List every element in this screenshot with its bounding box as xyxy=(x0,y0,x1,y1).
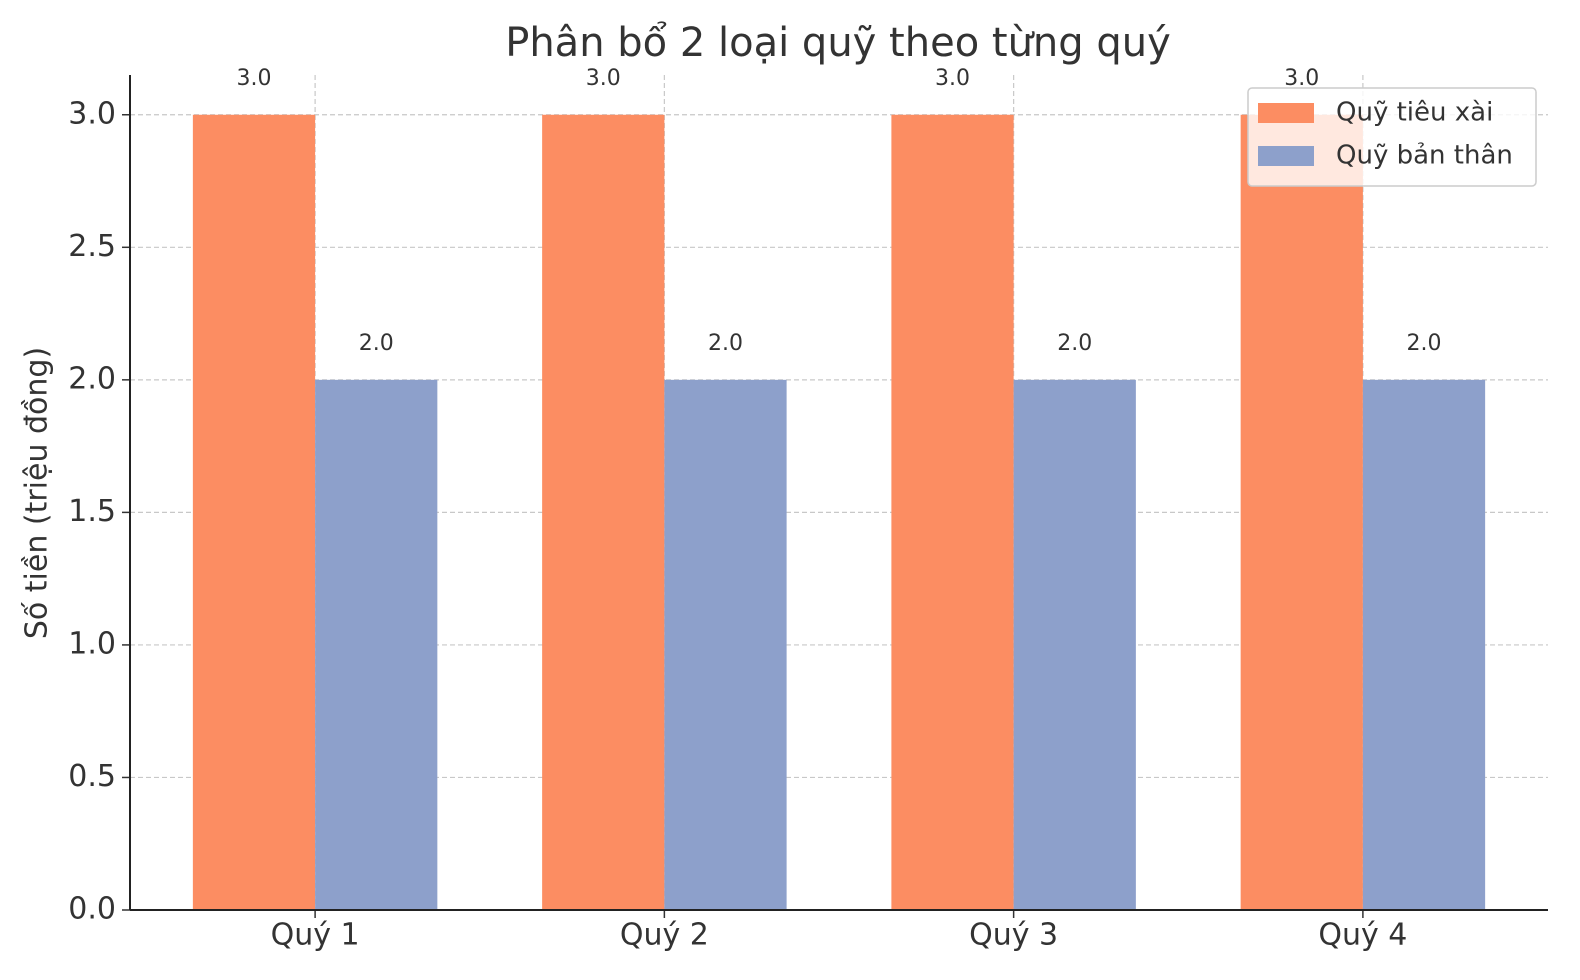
bar xyxy=(1362,379,1486,910)
value-label: 2.0 xyxy=(708,331,743,356)
chart-title: Phân bổ 2 loại quỹ theo từng quý xyxy=(505,20,1171,66)
legend: Quỹ tiêu xài Quỹ bản thân xyxy=(1247,87,1537,187)
y-tick-label: 2.5 xyxy=(68,229,116,264)
x-tick-label: Quý 2 xyxy=(620,918,709,953)
value-label: 3.0 xyxy=(1284,66,1319,91)
value-label: 3.0 xyxy=(586,66,621,91)
legend-swatch xyxy=(1258,103,1314,123)
value-label: 3.0 xyxy=(935,66,970,91)
bar xyxy=(1240,114,1363,910)
y-axis-label: Số tiền (triệu đồng) xyxy=(20,347,55,639)
bar xyxy=(664,379,787,910)
bar xyxy=(542,114,665,910)
x-tick-label: Quý 4 xyxy=(1318,918,1407,953)
value-label: 2.0 xyxy=(1057,331,1092,356)
bar xyxy=(1013,379,1136,910)
bar xyxy=(315,379,438,910)
legend-box xyxy=(1247,87,1537,187)
value-label: 3.0 xyxy=(236,66,271,91)
value-label: 2.0 xyxy=(359,331,394,356)
y-tick-label: 0.0 xyxy=(68,892,116,927)
y-tick-label: 0.5 xyxy=(68,759,116,794)
y-tick-label: 3.0 xyxy=(68,96,116,131)
legend-label: Quỹ tiêu xài xyxy=(1336,98,1493,128)
bar xyxy=(192,114,316,910)
value-label: 2.0 xyxy=(1407,331,1442,356)
bar xyxy=(891,114,1014,910)
y-tick-label: 1.5 xyxy=(68,494,116,529)
legend-swatch xyxy=(1258,146,1314,166)
y-tick-label: 2.0 xyxy=(68,361,116,396)
legend-label: Quỹ bản thân xyxy=(1336,141,1513,171)
y-tick-label: 1.0 xyxy=(68,626,116,661)
x-tick-label: Quý 1 xyxy=(271,918,360,953)
x-tick-label: Quý 3 xyxy=(969,918,1058,953)
